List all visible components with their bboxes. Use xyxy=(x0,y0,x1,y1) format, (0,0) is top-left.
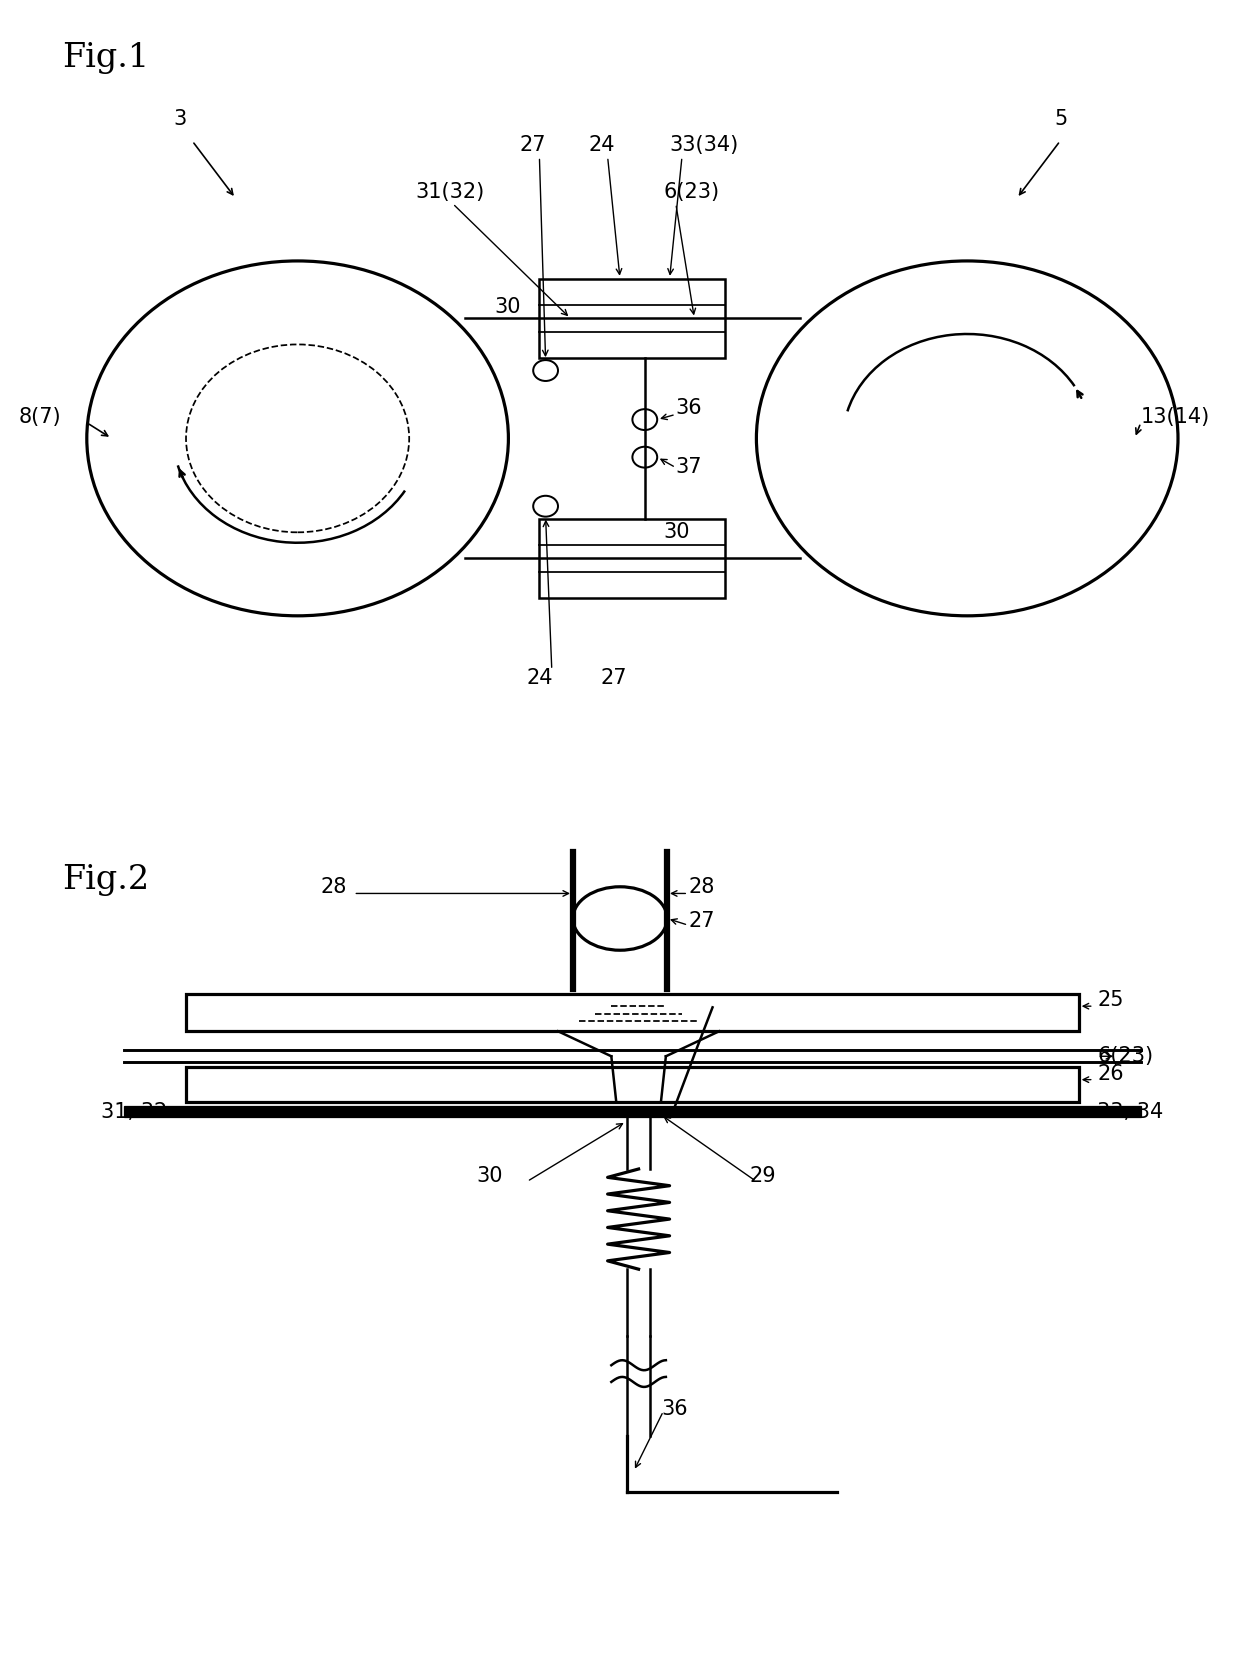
Text: 36: 36 xyxy=(661,1399,687,1420)
Text: 28: 28 xyxy=(688,877,714,897)
Bar xyxy=(124,1106,1141,1117)
Text: 13(14): 13(14) xyxy=(1141,407,1210,428)
Text: 26: 26 xyxy=(1097,1064,1123,1084)
Text: 6(23): 6(23) xyxy=(663,182,719,202)
Text: 30: 30 xyxy=(495,297,521,317)
Text: 29: 29 xyxy=(749,1166,776,1186)
Text: 31, 32: 31, 32 xyxy=(102,1102,167,1122)
Text: 25: 25 xyxy=(1097,990,1123,1010)
Bar xyxy=(539,279,725,357)
Text: 5: 5 xyxy=(1054,109,1068,129)
Text: 36: 36 xyxy=(676,399,702,419)
Text: Fig.1: Fig.1 xyxy=(62,42,149,73)
Text: 33(34): 33(34) xyxy=(670,135,739,155)
Text: 27: 27 xyxy=(600,668,627,688)
Text: 27: 27 xyxy=(520,135,547,155)
Text: 37: 37 xyxy=(676,458,702,478)
Text: 33, 34: 33, 34 xyxy=(1097,1102,1163,1122)
Text: 30: 30 xyxy=(476,1166,503,1186)
Text: 24: 24 xyxy=(526,668,553,688)
Bar xyxy=(186,994,1079,1030)
Text: 3: 3 xyxy=(174,109,187,129)
Text: 30: 30 xyxy=(663,521,689,541)
Text: Fig.2: Fig.2 xyxy=(62,865,149,897)
Bar xyxy=(539,519,725,598)
Text: 31(32): 31(32) xyxy=(415,182,485,202)
Text: 27: 27 xyxy=(688,910,714,930)
Text: 24: 24 xyxy=(588,135,615,155)
Text: 28: 28 xyxy=(321,877,347,897)
Text: 6(23): 6(23) xyxy=(1097,1047,1153,1065)
Bar xyxy=(186,1067,1079,1102)
Text: 8(7): 8(7) xyxy=(19,407,61,428)
